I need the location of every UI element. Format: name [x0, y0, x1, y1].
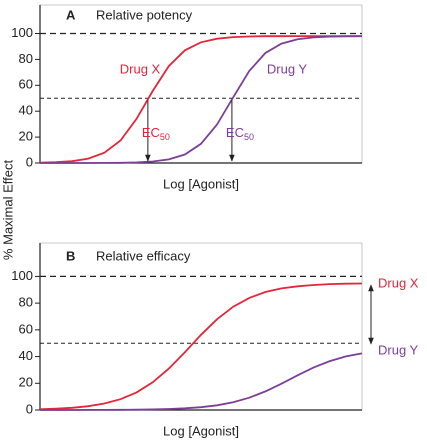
ec50-label: EC50: [142, 125, 170, 142]
y-tick-label: 0: [26, 401, 33, 416]
curve: [40, 35, 363, 164]
ec50-subscript: 50: [244, 132, 254, 142]
y-tick-label: 0: [26, 154, 33, 169]
ec50-text: EC: [226, 125, 244, 140]
y-tick-label: 100: [11, 25, 33, 40]
ec50-text: EC: [142, 125, 160, 140]
series-label: Drug X: [120, 61, 161, 76]
series-label: Drug Y: [267, 61, 308, 76]
panel-title: Relative potency: [96, 7, 193, 22]
panel-letter: B: [66, 248, 75, 263]
y-tick-label: 100: [11, 268, 33, 283]
curve: [39, 35, 362, 164]
plot-frame: [39, 4, 363, 164]
plot-frame: [39, 242, 363, 411]
y-tick-label: 40: [19, 103, 33, 118]
curve: [40, 352, 363, 411]
y-tick-label: 80: [19, 51, 33, 66]
y-tick-label: 40: [19, 348, 33, 363]
curve: [39, 282, 363, 411]
y-tick-label: 60: [19, 321, 33, 336]
y-tick-label: 20: [19, 375, 33, 390]
y-tick-label: 20: [19, 129, 33, 144]
panel-title: Relative efficacy: [96, 248, 191, 263]
series-label: Drug X: [378, 275, 419, 290]
panel-letter: A: [66, 7, 76, 22]
ec50-label: EC50: [226, 125, 254, 142]
x-axis-label: Log [Agonist]: [163, 423, 239, 438]
series-label: Drug Y: [378, 342, 419, 357]
y-tick-label: 80: [19, 295, 33, 310]
y-tick-label: 60: [19, 77, 33, 92]
y-axis-label: % Maximal Effect: [0, 160, 15, 261]
x-axis-label: Log [Agonist]: [163, 176, 239, 191]
ec50-subscript: 50: [160, 132, 170, 142]
